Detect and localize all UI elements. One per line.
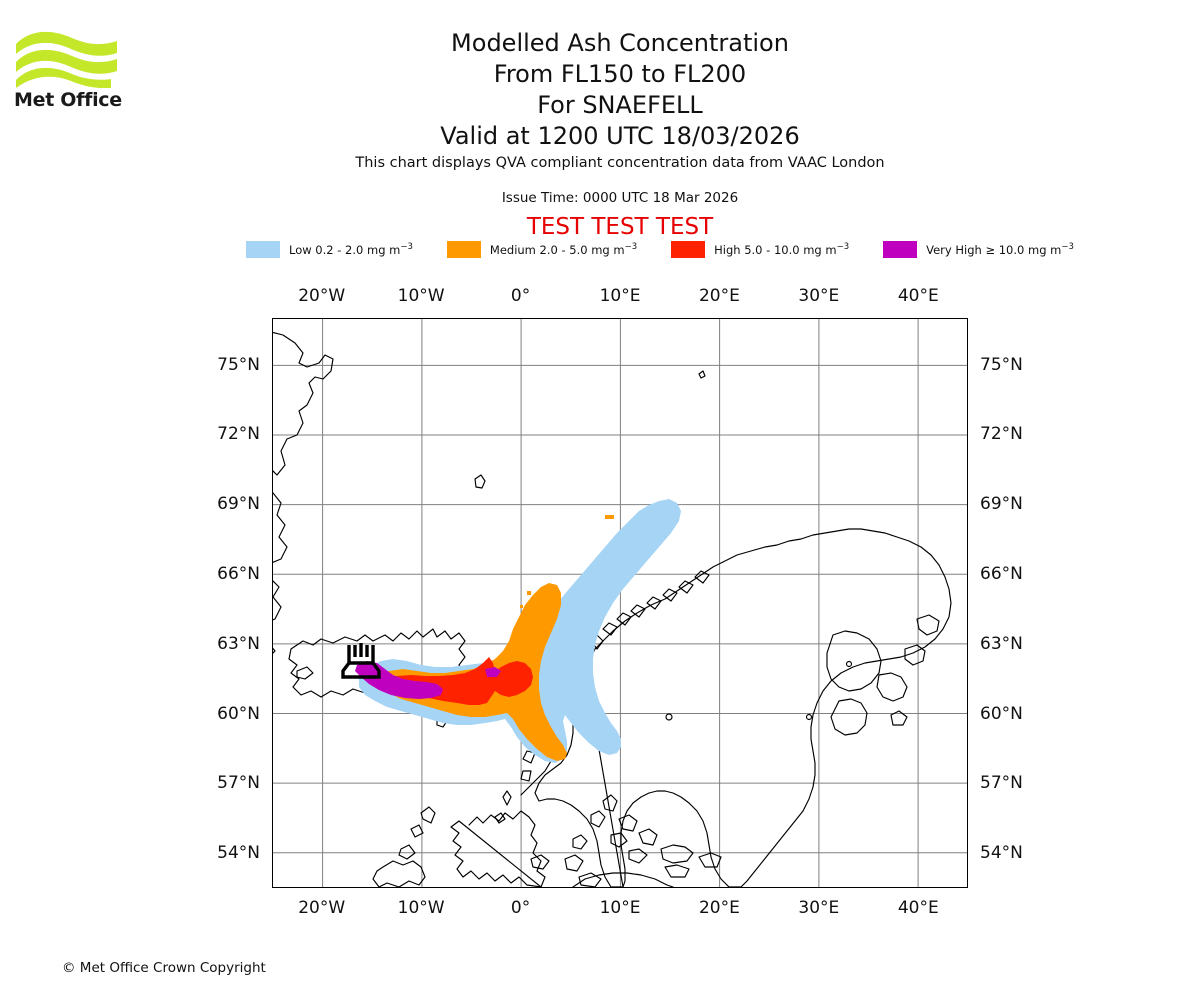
title-line-4: Valid at 1200 UTC 18/03/2026 — [440, 122, 800, 150]
map-plot-area[interactable] — [272, 318, 968, 888]
y-tick-right-1: 72°N — [980, 424, 1023, 445]
coastlines — [273, 331, 952, 887]
map-gridlines — [273, 319, 967, 887]
test-banner: TEST TEST TEST — [526, 214, 714, 240]
issue-time-text: Issue Time: 0000 UTC 18 Mar 2026 — [501, 190, 739, 206]
legend-item-low: Low 0.2 - 2.0 mg m−3 — [246, 240, 413, 258]
y-tick-left-7: 54°N — [217, 843, 260, 864]
legend-swatch-2 — [671, 240, 706, 258]
x-tick-bottom-1: 10°W — [397, 898, 445, 918]
x-tick-bottom-6: 40°E — [897, 898, 939, 918]
y-tick-left-6: 57°N — [217, 773, 260, 794]
met-office-logo: Met Office — [14, 26, 124, 116]
y-tick-right-3: 66°N — [980, 563, 1023, 584]
y-tick-left-1: 72°N — [217, 424, 260, 445]
volcano-marker — [341, 643, 381, 679]
y-tick-right-0: 75°N — [980, 354, 1023, 375]
y-tick-left-4: 63°N — [217, 633, 260, 654]
met-office-waves-logo-icon — [16, 31, 117, 88]
page-title: Modelled Ash Concentration From FL150 to… — [200, 28, 1040, 152]
x-tick-bottom-0: 20°W — [298, 898, 346, 918]
legend-label-0: Low 0.2 - 2.0 mg m−3 — [289, 241, 413, 257]
x-tick-top-0: 20°W — [298, 286, 346, 306]
y-tick-right-5: 60°N — [980, 703, 1023, 724]
x-tick-top-3: 10°E — [599, 286, 641, 306]
x-tick-bottom-2: 0° — [510, 898, 531, 918]
y-tick-left-3: 66°N — [217, 563, 260, 584]
title-line-3: For SNAEFELL — [537, 91, 703, 119]
y-tick-left-2: 69°N — [217, 494, 260, 515]
y-tick-right-6: 57°N — [980, 773, 1023, 794]
y-tick-left-5: 60°N — [217, 703, 260, 724]
legend-label-1: Medium 2.0 - 5.0 mg m−3 — [489, 241, 638, 257]
legend-swatch-0 — [246, 240, 280, 258]
y-tick-right-4: 63°N — [980, 633, 1023, 654]
x-tick-bottom-4: 20°E — [698, 898, 740, 918]
x-tick-bottom-5: 30°E — [798, 898, 840, 918]
legend-label-2: High 5.0 - 10.0 mg m−3 — [714, 241, 850, 257]
legend-swatch-3 — [883, 240, 918, 258]
copyright-text: © Met Office Crown Copyright — [62, 960, 266, 976]
y-tick-right-7: 54°N — [980, 843, 1023, 864]
x-tick-top-4: 20°E — [698, 286, 740, 306]
x-tick-bottom-3: 10°E — [599, 898, 641, 918]
x-tick-top-2: 0° — [510, 286, 531, 306]
x-tick-top-6: 40°E — [897, 286, 939, 306]
ash-concentration-map — [273, 319, 967, 887]
legend-item-very-high: Very High ≥ 10.0 mg m−3 — [883, 240, 1074, 258]
legend-item-medium: Medium 2.0 - 5.0 mg m−3 — [446, 240, 638, 258]
y-tick-right-2: 69°N — [980, 494, 1023, 515]
y-tick-left-0: 75°N — [217, 354, 260, 375]
title-line-2: From FL150 to FL200 — [493, 60, 747, 88]
legend-item-high: High 5.0 - 10.0 mg m−3 — [671, 240, 850, 258]
chart-subtitle: This chart displays QVA compliant concen… — [355, 155, 885, 171]
x-tick-top-5: 30°E — [798, 286, 840, 306]
title-line-1: Modelled Ash Concentration — [451, 29, 789, 57]
x-tick-top-1: 10°W — [397, 286, 445, 306]
legend-swatch-1 — [446, 240, 481, 258]
logo-wordmark: Met Office — [14, 89, 122, 111]
legend-label-3: Very High ≥ 10.0 mg m−3 — [926, 241, 1074, 257]
concentration-legend: Low 0.2 - 2.0 mg m−3 Medium 2.0 - 5.0 mg … — [246, 239, 1074, 259]
